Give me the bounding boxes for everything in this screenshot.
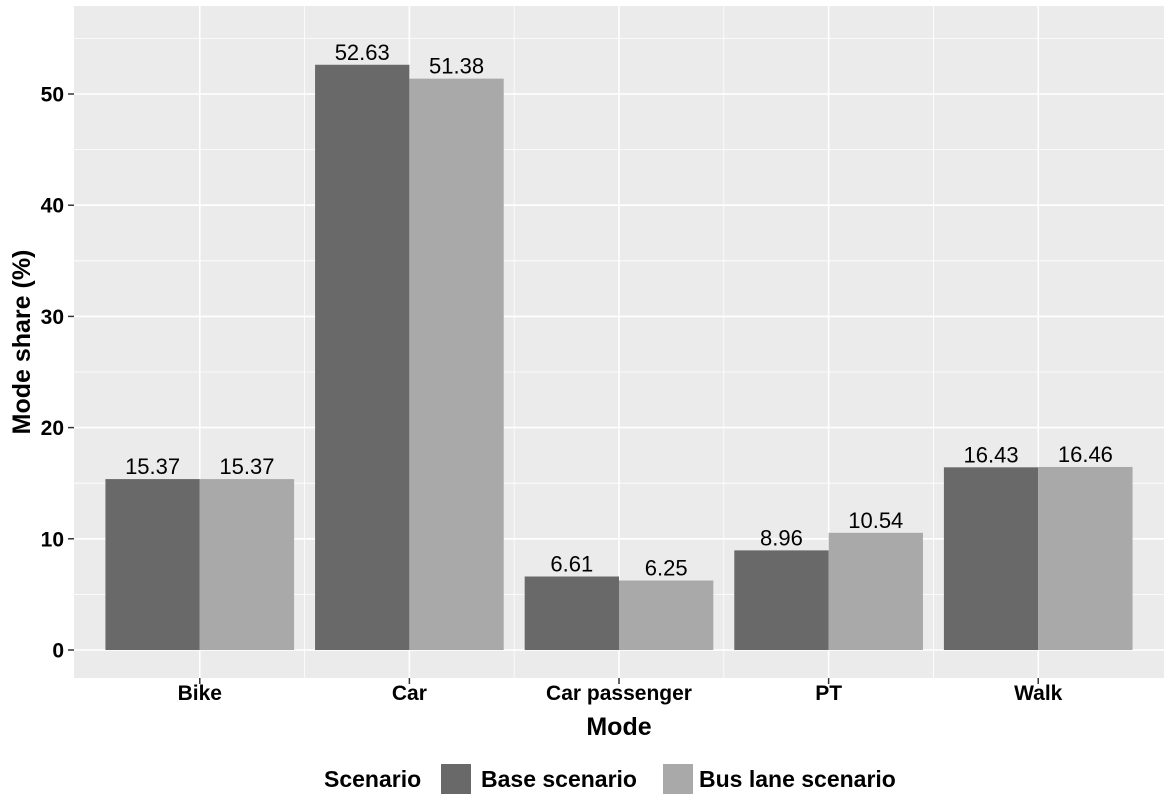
bar — [105, 479, 200, 650]
bar — [409, 78, 504, 650]
data-label: 8.96 — [760, 525, 803, 550]
y-tick-label: 0 — [52, 640, 64, 663]
data-label: 15.37 — [125, 454, 180, 479]
y-tick-label: 10 — [41, 528, 64, 551]
legend-label: Bus lane scenario — [699, 766, 896, 792]
y-tick-label: 40 — [41, 195, 64, 218]
data-labels-layer: 15.37 52.63 6.61 8.96 16.43 15.37 51.38 6.25 10.… — [125, 40, 1113, 581]
bar — [734, 550, 829, 650]
bar — [943, 467, 1039, 650]
x-tick-label: Car — [392, 682, 427, 705]
bar — [315, 64, 410, 651]
data-label: 16.46 — [1058, 442, 1113, 467]
legend-label: Base scenario — [481, 766, 637, 792]
bar — [1038, 466, 1133, 650]
x-axis: Bike Car Car passenger PT Walk — [178, 678, 1063, 705]
y-axis-title: Mode share (%) — [8, 250, 36, 435]
data-label: 52.63 — [335, 40, 390, 65]
x-tick-label: PT — [815, 682, 842, 705]
bar — [199, 479, 295, 650]
y-axis: 0 10 20 30 40 50 — [41, 84, 74, 663]
legend-title: Scenario — [324, 766, 421, 792]
data-label: 6.61 — [550, 551, 593, 576]
y-tick-label: 20 — [41, 417, 64, 440]
x-tick-label: Bike — [178, 682, 222, 705]
data-label: 6.25 — [645, 556, 688, 581]
y-tick-label: 50 — [41, 84, 64, 107]
x-axis-title: Mode — [586, 713, 651, 741]
y-tick-label: 30 — [41, 306, 64, 329]
bar — [828, 532, 923, 650]
legend: Scenario Base scenario Bus lane scenario — [324, 764, 896, 794]
data-label: 16.43 — [964, 442, 1019, 467]
bar — [619, 580, 714, 650]
x-tick-label: Walk — [1014, 682, 1063, 705]
x-tick-label: Car passenger — [546, 682, 692, 705]
legend-key — [663, 764, 693, 794]
data-label: 15.37 — [219, 454, 274, 479]
legend-key — [441, 764, 471, 794]
data-label: 51.38 — [429, 54, 484, 79]
data-label: 10.54 — [848, 508, 903, 533]
bar — [524, 576, 619, 650]
bars-layer — [105, 64, 1133, 651]
